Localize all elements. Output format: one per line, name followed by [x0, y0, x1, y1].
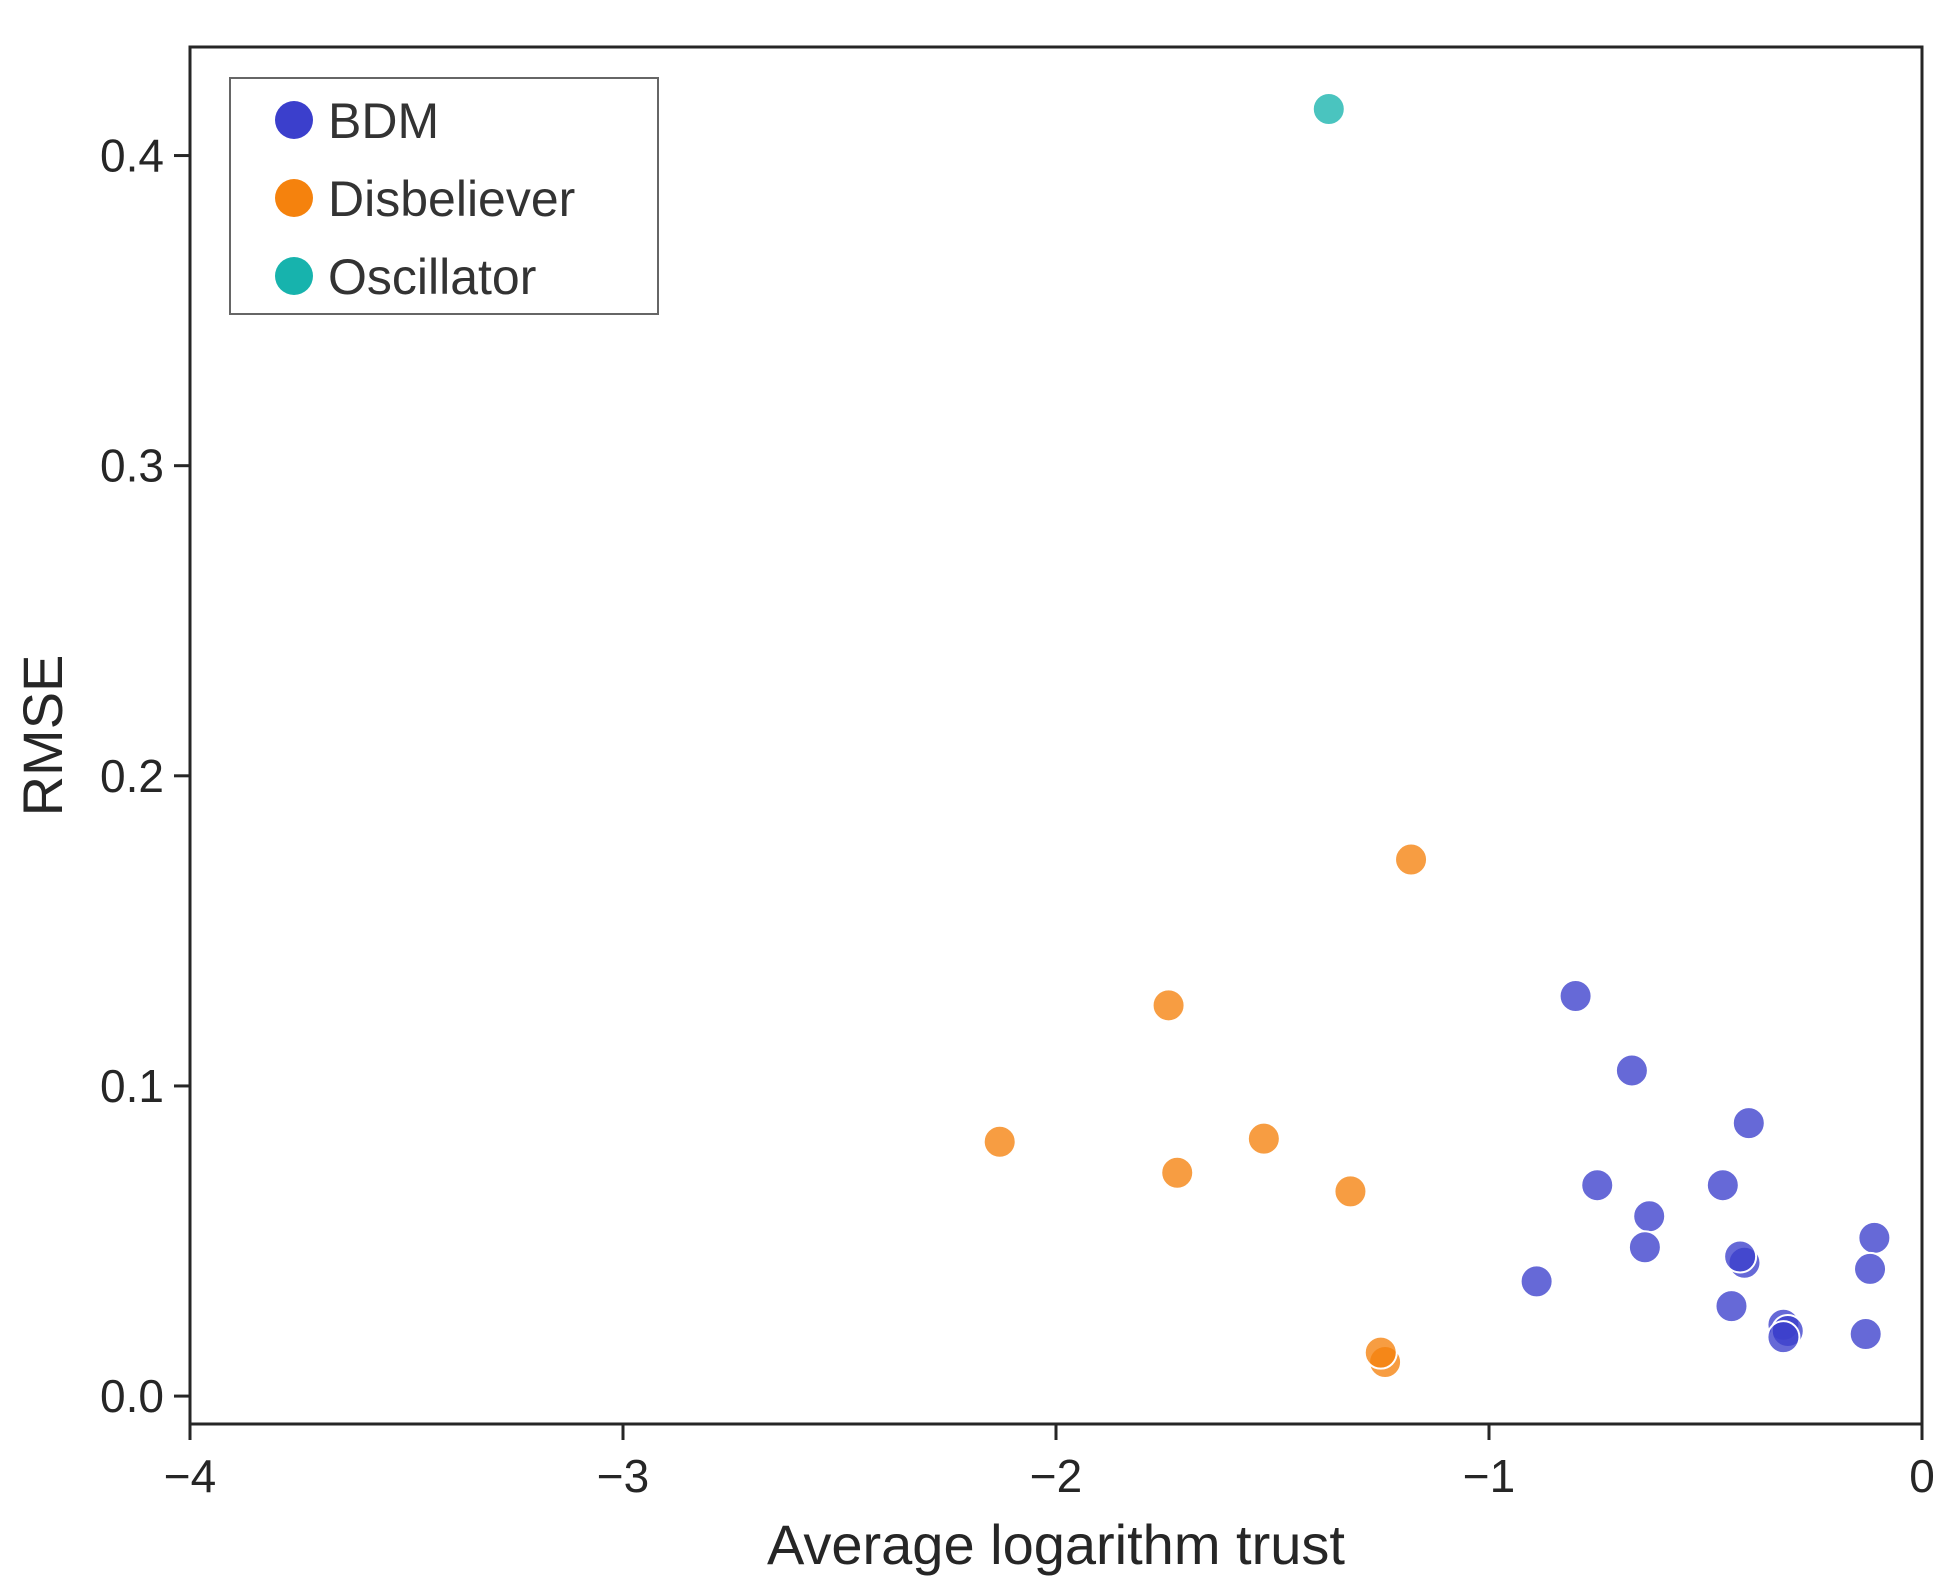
bdm-point	[1853, 1251, 1888, 1286]
y-tick-label: 0.3	[100, 440, 164, 492]
bdm-point	[1558, 979, 1593, 1014]
disbeliever-point	[1151, 988, 1186, 1023]
bdm-point	[1614, 1053, 1649, 1088]
y-tick-label: 0.4	[100, 130, 164, 182]
legend-items: BDM Disbeliever Oscillator	[275, 93, 575, 305]
disbeliever-point	[1246, 1121, 1281, 1156]
y-tick-label: 0.2	[100, 750, 164, 802]
bdm-point	[1580, 1168, 1615, 1203]
legend-marker-bdm	[275, 101, 313, 139]
bdm-point	[1714, 1289, 1749, 1324]
disbeliever-point	[1394, 842, 1429, 877]
legend-marker-disbeliever	[275, 179, 313, 217]
x-axis-title: Average logarithm trust	[767, 1513, 1345, 1576]
points-layer	[982, 92, 1892, 1379]
legend-marker-oscillator	[275, 257, 313, 295]
bdm-point	[1627, 1230, 1662, 1265]
disbeliever-point	[982, 1124, 1017, 1159]
legend: BDM Disbeliever Oscillator	[229, 77, 659, 315]
legend-label-bdm: BDM	[328, 93, 439, 149]
y-tick-label: 0.1	[100, 1060, 164, 1112]
bdm-point	[1857, 1220, 1892, 1255]
oscillator-point	[1311, 92, 1346, 127]
bdm-point	[1723, 1239, 1758, 1274]
bdm-point	[1632, 1199, 1667, 1234]
x-tick-label: 0	[1909, 1450, 1935, 1502]
bdm-point	[1705, 1168, 1740, 1203]
x-tick-label: −4	[164, 1450, 216, 1502]
y-axis-title: RMSE	[11, 655, 74, 817]
legend-label-disbeliever: Disbeliever	[328, 171, 575, 227]
bdm-point	[1766, 1320, 1801, 1355]
ticks-layer: −4 −3 −2 −1 0 0.0 0.1 0.2 0.3 0.4	[100, 130, 1935, 1502]
disbeliever-point	[1160, 1155, 1195, 1190]
bdm-point	[1848, 1317, 1883, 1352]
x-tick-label: −2	[1030, 1450, 1082, 1502]
y-tick-label: 0.0	[100, 1370, 164, 1422]
bdm-point	[1731, 1106, 1766, 1141]
disbeliever-point	[1333, 1174, 1368, 1209]
bdm-point	[1519, 1264, 1554, 1299]
x-tick-label: −1	[1463, 1450, 1515, 1502]
disbeliever-point	[1363, 1335, 1398, 1370]
legend-label-oscillator: Oscillator	[328, 249, 536, 305]
x-tick-label: −3	[597, 1450, 649, 1502]
